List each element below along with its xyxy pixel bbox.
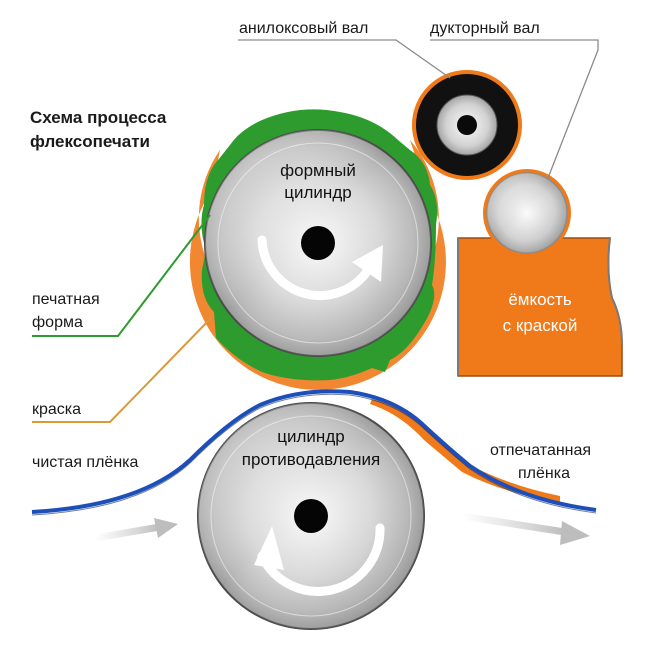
diagram-title-line2: флексопечати xyxy=(30,132,150,151)
leader-fountain xyxy=(430,39,599,179)
printed-film-label-line1: отпечатанная xyxy=(490,442,591,459)
ink-tank-label-line1: ёмкость xyxy=(508,290,572,309)
ink-tank: ёмкость с краской xyxy=(457,237,623,377)
plate-cylinder-label-line1: формный xyxy=(280,161,356,180)
curved-arrow-counterclockwise-icon xyxy=(254,523,385,596)
fountain-roller-label: дукторный вал xyxy=(430,20,540,37)
leader-anilox xyxy=(238,39,451,79)
impression-cylinder-axle xyxy=(294,499,328,533)
clean-film-label: чистая плёнка xyxy=(32,454,139,471)
diagram-title-line1: Схема процесса xyxy=(30,108,167,127)
printing-plate-label-line2: форма xyxy=(32,314,83,331)
printed-film-label-line2: плёнка xyxy=(518,465,570,482)
printing-plate-label-line1: печатная xyxy=(32,291,100,308)
ink-tank-label-line2: с краской xyxy=(503,316,578,335)
impression-cylinder-label-line2: противодавления xyxy=(242,450,380,469)
plate-cylinder-label-line2: цилиндр xyxy=(284,183,351,202)
curved-arrow-clockwise-icon xyxy=(257,235,383,301)
arrow-right-icon xyxy=(458,512,590,545)
impression-cylinder-label-line1: цилиндр xyxy=(277,427,344,446)
leader-printing-plate xyxy=(32,214,211,337)
ink-tank-wall xyxy=(457,237,623,376)
film-path xyxy=(31,389,597,514)
fountain-roller xyxy=(483,169,571,257)
leader-ink xyxy=(32,316,213,423)
printed-ink-on-film xyxy=(370,399,560,502)
anilox-roller-label: анилоксовый вал xyxy=(239,20,368,37)
ink-label: краска xyxy=(32,401,81,418)
plate-cylinder: формный цилиндр xyxy=(189,109,446,390)
anilox-roller xyxy=(412,70,522,180)
impression-cylinder: цилиндр противодавления xyxy=(197,402,425,630)
plate-cylinder-axle xyxy=(301,226,335,260)
film xyxy=(31,389,597,516)
arrow-right-icon xyxy=(91,518,178,542)
